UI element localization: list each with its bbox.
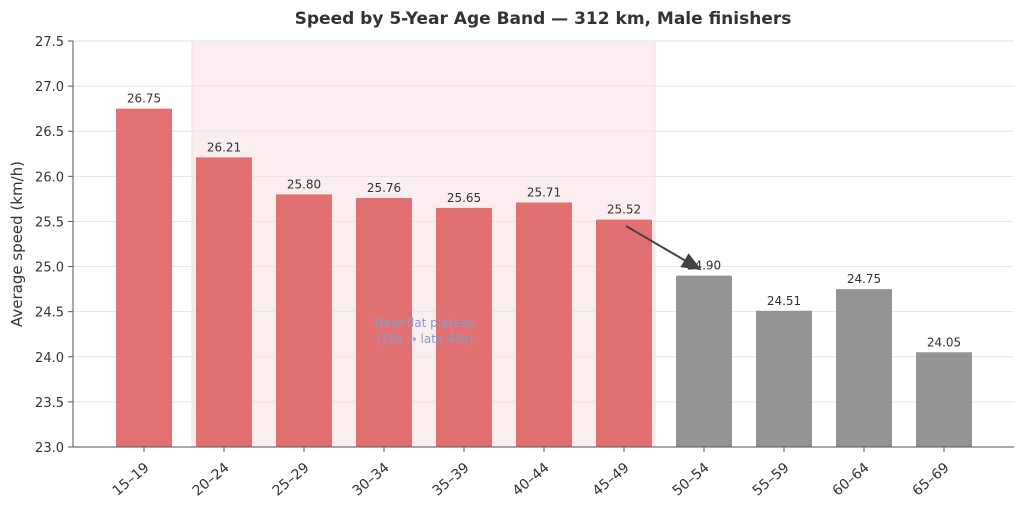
bar-50–54 <box>676 275 732 447</box>
x-tick-label: 20–24 <box>190 460 233 500</box>
data-label: 26.75 <box>127 92 161 106</box>
data-label: 24.75 <box>847 272 881 286</box>
annotation-arrow <box>625 225 702 271</box>
y-tick-label: 26.5 <box>35 125 64 140</box>
x-tick-label: 55–59 <box>750 460 793 500</box>
data-label: 25.80 <box>287 177 321 191</box>
data-label: 24.51 <box>767 294 801 308</box>
y-tick-label: 23.0 <box>35 441 64 456</box>
bar-20–24 <box>196 157 252 448</box>
y-tick-label: 27.0 <box>35 80 64 95</box>
x-tick-label: 40–44 <box>510 460 553 500</box>
y-tick-label: 26.0 <box>35 170 64 185</box>
x-tick-label: 25–29 <box>270 460 313 500</box>
bar-15–19 <box>116 108 172 448</box>
bar-40–44 <box>516 202 572 447</box>
bar-55–59 <box>756 310 812 447</box>
x-tick-label: 65–69 <box>910 460 953 500</box>
data-label: 25.52 <box>607 203 641 217</box>
bar-65–69 <box>916 352 972 447</box>
shaded-region <box>191 40 656 448</box>
data-label: 25.65 <box>447 191 481 205</box>
y-tick-label: 23.5 <box>35 396 64 411</box>
data-label: 25.71 <box>527 185 561 199</box>
chart-title: Speed by 5-Year Age Band — 312 km, Male … <box>295 9 792 29</box>
annotation-line2: (20s → late 40s) <box>377 332 474 346</box>
bar-60–64 <box>836 289 892 447</box>
annotation-line1: Near-flat plateau <box>375 316 476 330</box>
y-tick-label: 25.5 <box>35 215 64 230</box>
y-axis-label: Average speed (km/h) <box>8 161 26 327</box>
x-tick-label: 15–19 <box>110 460 153 500</box>
x-tick-label: 35–39 <box>430 460 473 500</box>
bar-30–34 <box>356 197 412 447</box>
data-label: 25.76 <box>367 181 401 195</box>
y-tick-label: 24.5 <box>35 306 64 321</box>
x-tick-label: 50–54 <box>670 460 713 500</box>
bar-35–39 <box>436 207 492 447</box>
y-tick-label: 27.5 <box>35 35 64 50</box>
x-tick-label: 60–64 <box>830 460 873 500</box>
y-tick-label: 25.0 <box>35 261 64 276</box>
data-label: 24.05 <box>927 335 961 349</box>
data-label: 26.21 <box>207 140 241 154</box>
x-tick-label: 45–49 <box>590 460 633 500</box>
bar-45–49 <box>596 219 652 447</box>
bar-25–29 <box>276 194 332 447</box>
y-tick-label: 24.0 <box>35 351 64 366</box>
x-tick-label: 30–34 <box>350 460 393 500</box>
